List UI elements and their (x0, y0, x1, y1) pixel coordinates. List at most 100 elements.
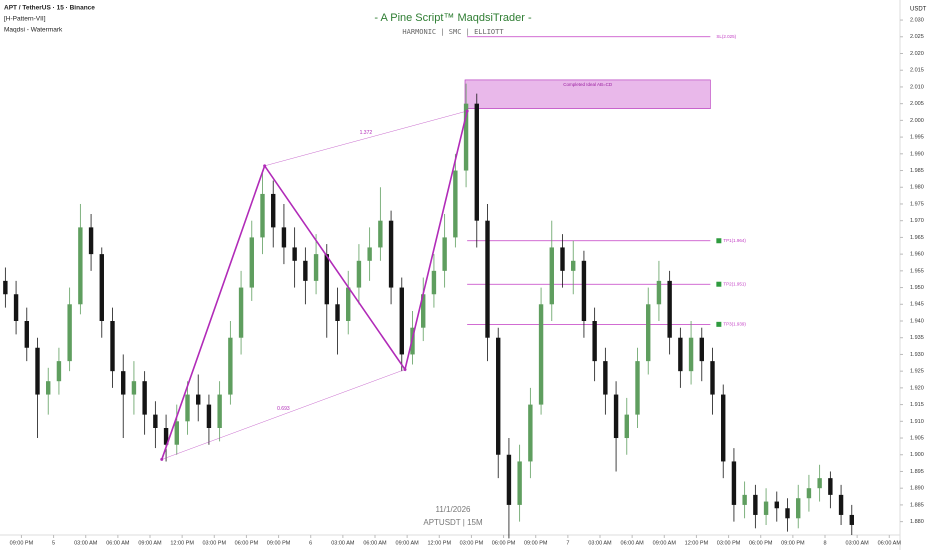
x-tick-label: 06:00 PM (492, 540, 516, 546)
candle-body (796, 498, 801, 519)
y-tick-label: 1.925 (910, 369, 924, 375)
candle-body (453, 170, 458, 238)
candle-body (667, 280, 672, 338)
candle-body (485, 220, 490, 338)
x-tick-label: 6 (309, 540, 312, 546)
candle-body (249, 237, 254, 288)
candle-body (721, 394, 726, 462)
y-tick-label: 1.940 (910, 318, 924, 324)
candle-body (88, 227, 94, 255)
candle-body (196, 394, 201, 405)
y-tick-label: 2.025 (910, 34, 924, 40)
y-tick-label: 2.005 (910, 101, 924, 107)
candle-body (399, 287, 404, 355)
y-tick-label: 2.015 (910, 68, 924, 74)
target-icon (716, 321, 722, 327)
candle-body (710, 361, 715, 395)
candle-body (313, 254, 319, 281)
candle-body (217, 394, 222, 428)
candle-body (656, 280, 662, 305)
candle-body (228, 337, 233, 395)
indicator-name: Maqdsi - Watermark (4, 27, 63, 34)
candle-body (271, 193, 276, 228)
candle-body (292, 247, 297, 261)
candle-body (121, 371, 126, 395)
pattern-point (263, 164, 267, 168)
candle-body (699, 337, 704, 362)
candle-body (346, 287, 351, 321)
candle-body (303, 260, 308, 281)
y-tick-label: 2.010 (910, 84, 924, 90)
x-tick-label: 12:00 PM (428, 540, 452, 546)
candle-body (581, 260, 587, 321)
y-tick-label: 1.895 (910, 469, 924, 475)
y-tick-label: 1.945 (910, 302, 924, 308)
candle-body (731, 461, 737, 505)
x-tick-label: 06:00 PM (749, 540, 773, 546)
candle-body (753, 494, 758, 515)
candle-body (356, 260, 362, 288)
x-tick-label: 09:00 PM (267, 540, 291, 546)
level-label: TP3(1.939) (723, 322, 746, 327)
candle-body (185, 394, 190, 422)
candle-body (624, 414, 629, 439)
level-label: TP2(1.951) (723, 281, 746, 286)
candle-body (849, 514, 854, 525)
y-tick-label: 1.985 (910, 168, 924, 174)
candle-body (378, 220, 383, 248)
x-tick-label: 7 (566, 540, 569, 546)
candle-body (131, 381, 137, 395)
candle-body (46, 381, 51, 395)
y-tick-label: 2.020 (910, 51, 924, 57)
candle-body (506, 454, 512, 505)
candle-body (153, 414, 158, 428)
x-tick-label: 06:00 AM (106, 540, 130, 546)
ratio-line (264, 110, 468, 167)
candle-body (13, 294, 19, 321)
y-tick-label: 1.980 (910, 185, 924, 191)
candle-body (474, 103, 479, 221)
zone-label: Completed Ideal AB=CD (563, 82, 613, 87)
x-tick-label: 09:00 AM (653, 540, 677, 546)
y-tick-label: 1.970 (910, 218, 924, 224)
watermark: 11/1/2026 (436, 505, 472, 514)
candle-body (528, 404, 533, 462)
x-tick-label: 5 (52, 540, 55, 546)
y-tick-label: 1.960 (910, 252, 924, 258)
y-tick-label: 1.965 (910, 235, 924, 241)
pattern-zone (464, 79, 711, 109)
candle-body (110, 321, 115, 372)
level-label: SL(2.025) (716, 34, 736, 39)
x-tick-label: 8 (823, 540, 826, 546)
ratio-label: 1.372 (360, 130, 373, 136)
target-icon (716, 238, 722, 244)
symbol-title: APT / TetherUS · 15 · Binance (4, 5, 95, 12)
x-tick-label: 06:00 AM (878, 540, 902, 546)
candle-body (571, 260, 576, 271)
x-tick-label: 03:00 PM (717, 540, 741, 546)
candle-body (678, 337, 683, 372)
candle-body (785, 508, 790, 519)
candle-body (142, 381, 147, 415)
x-tick-label: 09:00 AM (396, 540, 420, 546)
candle-body (388, 220, 394, 288)
y-axis-label: USDT (910, 7, 927, 13)
target-icon (716, 281, 722, 287)
x-tick-label: 06:00 PM (235, 540, 259, 546)
candle-body (828, 478, 833, 495)
y-tick-label: 1.915 (910, 402, 924, 408)
candle-body (206, 404, 212, 428)
x-tick-label: 09:00 PM (524, 540, 548, 546)
x-tick-label: 03:00 AM (74, 540, 98, 546)
candle-body (603, 361, 608, 395)
indicator-name: [H-Pattern-VII] (4, 16, 46, 23)
candle-body (517, 461, 522, 505)
candle-body (431, 270, 437, 295)
x-tick-label: 09:00 PM (781, 540, 805, 546)
y-tick-label: 2.000 (910, 118, 924, 124)
candle-body (99, 254, 104, 321)
x-tick-label: 03:00 AM (846, 540, 870, 546)
chart-subtitle: HARMONIC | SMC | ELLIOTT (402, 28, 504, 36)
x-tick-label: 06:00 AM (621, 540, 645, 546)
